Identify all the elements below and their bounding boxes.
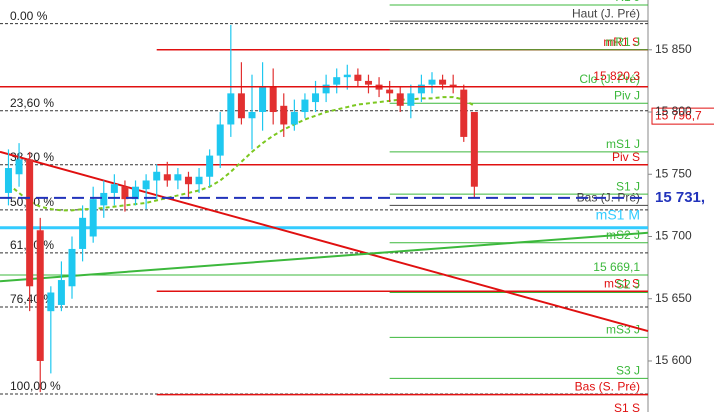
trend-line bbox=[0, 150, 649, 333]
candle-body bbox=[68, 248, 76, 287]
fib-label: 23,60 % bbox=[10, 96, 54, 110]
level-label: mS1 M bbox=[596, 206, 640, 222]
trend-line bbox=[0, 231, 649, 283]
level-label: mR1 J bbox=[605, 35, 640, 49]
fib-label: 0.00 % bbox=[10, 9, 48, 23]
price-box bbox=[652, 188, 714, 207]
candle-body bbox=[396, 93, 404, 106]
candle-body bbox=[301, 99, 309, 113]
candle-body bbox=[333, 77, 341, 85]
candle-body bbox=[322, 84, 330, 94]
candle-body bbox=[280, 105, 288, 125]
candle-body bbox=[100, 192, 108, 206]
candle-body bbox=[142, 180, 150, 190]
y-tick-label: 15 750 bbox=[655, 166, 692, 180]
candle-body bbox=[195, 176, 203, 185]
candle-body bbox=[132, 186, 140, 200]
candle-body bbox=[79, 217, 87, 249]
candle-body bbox=[312, 93, 320, 103]
level-label: S1 J bbox=[616, 179, 640, 193]
y-tick-label: 15 800 bbox=[655, 104, 692, 118]
candle-body bbox=[184, 176, 192, 185]
price-label: 15 796,7 bbox=[655, 108, 702, 122]
candle-body bbox=[428, 79, 436, 85]
level-label: mS1 J bbox=[606, 137, 640, 151]
candle-body bbox=[153, 171, 161, 181]
price-label: 15 731, bbox=[655, 189, 705, 206]
candle-body bbox=[417, 84, 425, 94]
fib-label: 100,00 % bbox=[10, 379, 61, 393]
candle-body bbox=[4, 168, 12, 193]
candle-body bbox=[163, 174, 171, 181]
price-label: 15 820,3 bbox=[593, 69, 640, 83]
candle-body bbox=[26, 159, 34, 287]
level-label: Haut (J. Pré) bbox=[572, 6, 640, 20]
candle-body bbox=[15, 159, 23, 175]
y-tick-label: 15 600 bbox=[655, 353, 692, 367]
candle-body bbox=[206, 155, 214, 177]
level-label: Bas (S. Pré) bbox=[575, 380, 640, 394]
candle-body bbox=[174, 174, 182, 181]
level-label: 15 669,1 bbox=[593, 260, 640, 274]
y-tick-label: 15 700 bbox=[655, 229, 692, 243]
candle-body bbox=[364, 80, 372, 85]
candle-body bbox=[110, 184, 118, 193]
candle-body bbox=[407, 93, 415, 106]
candle-body bbox=[470, 112, 478, 187]
y-tick-label: 15 850 bbox=[655, 42, 692, 56]
level-label: Piv S bbox=[612, 150, 640, 164]
candle-body bbox=[248, 112, 256, 119]
candle-body bbox=[449, 84, 457, 88]
candle-body bbox=[57, 280, 65, 305]
level-label: Piv J bbox=[614, 88, 640, 102]
level-label: S1 S bbox=[614, 401, 640, 412]
candle-body bbox=[460, 89, 468, 137]
candle-body bbox=[386, 89, 394, 94]
plot-background bbox=[0, 0, 648, 412]
level-label: Bas (J. Pré) bbox=[577, 191, 640, 205]
level-label: S2 J bbox=[616, 278, 640, 292]
candle-body bbox=[354, 74, 362, 81]
y-tick-label: 15 650 bbox=[655, 291, 692, 305]
candle-body bbox=[89, 199, 97, 237]
level-label: mS1 S bbox=[604, 276, 640, 290]
candle-body bbox=[343, 74, 351, 78]
candle-body bbox=[47, 292, 55, 312]
candle-body bbox=[290, 112, 298, 125]
candle-body bbox=[227, 93, 235, 125]
candle-body bbox=[237, 93, 245, 119]
candle-body bbox=[439, 79, 447, 85]
candle-body bbox=[269, 87, 277, 113]
level-label: mR1 S bbox=[603, 35, 640, 49]
price-box bbox=[651, 107, 714, 125]
candle-body bbox=[121, 186, 129, 200]
moving-average bbox=[7, 96, 475, 212]
level-label: S3 J bbox=[616, 364, 640, 378]
candle-body bbox=[36, 230, 44, 361]
level-label: Clo (J. Pré) bbox=[579, 72, 640, 86]
candle-body bbox=[259, 87, 267, 113]
level-label: R1 J bbox=[615, 0, 640, 4]
candle-body bbox=[216, 124, 224, 156]
